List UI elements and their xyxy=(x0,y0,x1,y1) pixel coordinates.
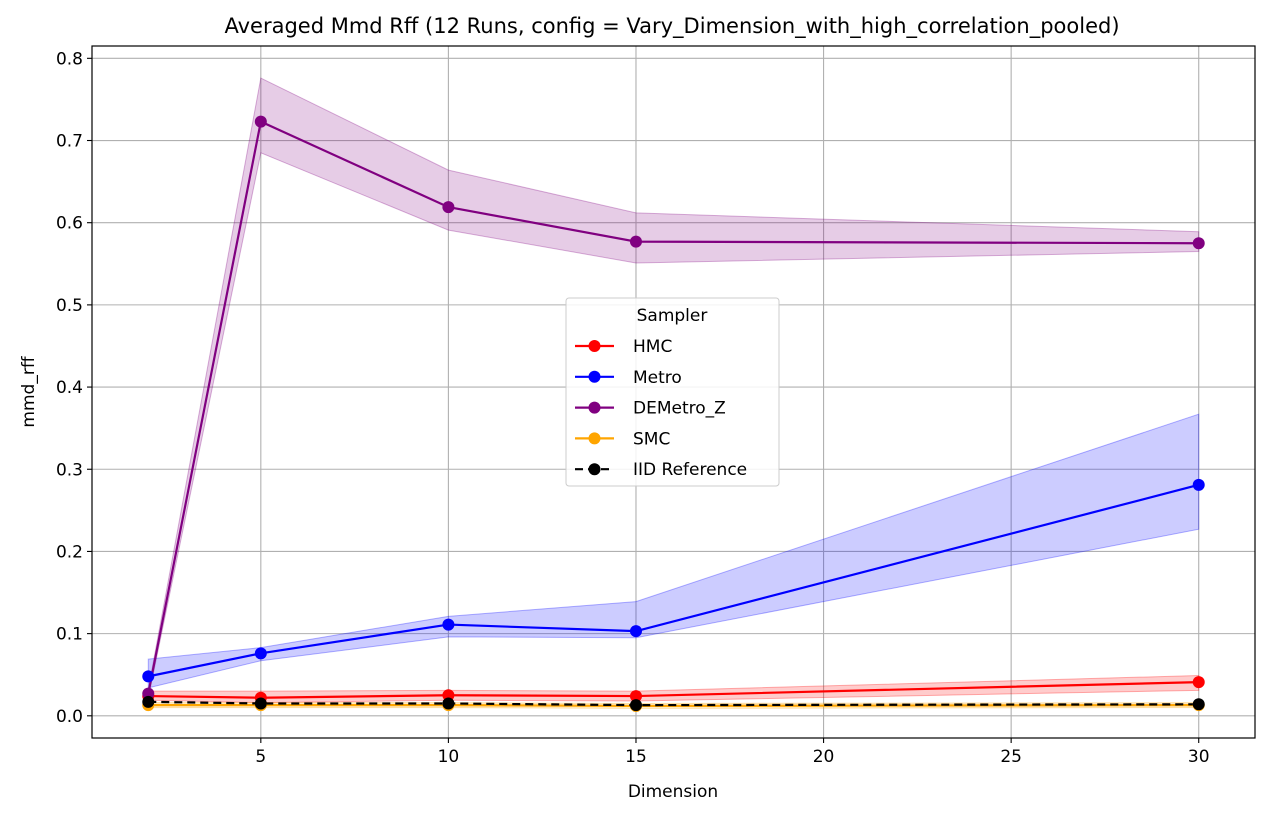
plot-frame xyxy=(91,45,1256,739)
y-tick-label: 0.0 xyxy=(56,707,83,727)
demetro-z-point xyxy=(442,201,455,214)
metro-point xyxy=(442,618,455,631)
y-tick-label: 0.3 xyxy=(56,460,83,480)
metro-point xyxy=(254,647,267,660)
legend-marker-hmc xyxy=(588,340,601,352)
iid-reference-point xyxy=(1192,698,1205,711)
demetro-z-point xyxy=(254,115,267,128)
x-tick-label: 10 xyxy=(438,747,460,767)
y-tick-label: 0.1 xyxy=(56,625,83,645)
metro-point xyxy=(142,670,155,683)
metro-point xyxy=(629,625,642,638)
demetro-z-point xyxy=(629,235,642,248)
iid-reference-point xyxy=(254,697,267,710)
y-tick-label: 0.6 xyxy=(56,214,83,234)
legend-marker-metro xyxy=(588,370,601,383)
x-tick-label: 15 xyxy=(625,747,647,767)
hmc-point xyxy=(629,690,642,703)
legend-label-demetro-z: DEMetro_Z xyxy=(633,399,726,419)
legend-label-metro: Metro xyxy=(633,368,682,388)
demetro-z-point xyxy=(1192,237,1205,250)
y-axis-label: mmd_rff xyxy=(19,355,39,427)
legend-label-iid-reference: IID Reference xyxy=(633,460,747,480)
x-tick-label: 5 xyxy=(255,747,266,767)
y-tick-label: 0.7 xyxy=(56,132,83,152)
x-tick-label: 20 xyxy=(813,747,835,767)
legend: Sampler HMC Metro DEMetro_Z SMC IID Referenc… xyxy=(565,297,780,487)
legend-marker-demetro-z xyxy=(588,401,601,414)
x-tick-label: 30 xyxy=(1188,747,1210,767)
legend-box xyxy=(565,297,780,487)
legend-label-hmc: HMC xyxy=(633,337,672,357)
iid-reference-point xyxy=(442,697,455,710)
demetro-z-point xyxy=(142,687,155,700)
legend-marker-iid-reference xyxy=(588,463,601,476)
metro-point xyxy=(1192,478,1205,491)
y-tick-label: 0.5 xyxy=(56,296,83,316)
y-tick-label: 0.2 xyxy=(56,542,83,562)
iid-reference-point xyxy=(629,699,642,712)
legend-marker-smc xyxy=(588,432,601,445)
demetro-z-confidence-band xyxy=(147,77,1200,698)
hmc-point xyxy=(442,689,455,702)
metro-confidence-band xyxy=(147,413,1200,689)
chart-title: Averaged Mmd Rff (12 Runs, config = Vary… xyxy=(224,14,1119,39)
y-tick-label: 0.8 xyxy=(56,49,83,69)
legend-title: Sampler xyxy=(637,306,708,326)
y-tick-label: 0.4 xyxy=(56,378,83,398)
x-axis-label: Dimension xyxy=(628,782,718,802)
legend-label-smc: SMC xyxy=(633,429,670,449)
iid-reference-point xyxy=(142,695,155,708)
hmc-point xyxy=(1192,676,1205,689)
x-tick-label: 25 xyxy=(1000,747,1022,767)
